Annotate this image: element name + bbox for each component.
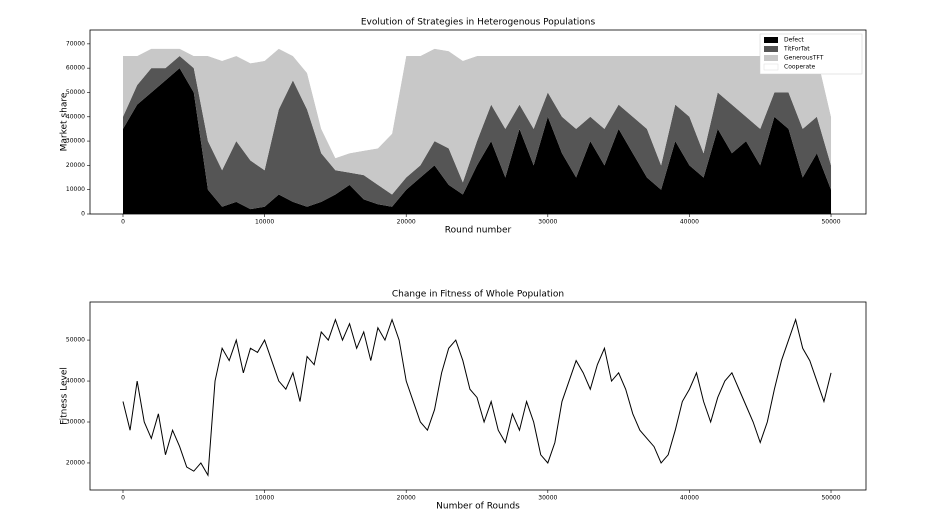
y-tick-label: 30000 xyxy=(66,419,85,426)
y-tick-label: 60000 xyxy=(66,65,85,72)
y-tick-label: 50000 xyxy=(66,337,85,344)
y-axis-label: Market share xyxy=(60,92,70,151)
plot-frame xyxy=(89,29,867,215)
x-tick-label: 20000 xyxy=(397,495,416,502)
x-tick-label: 0 xyxy=(121,495,125,502)
area xyxy=(122,68,832,214)
x-axis-label: Number of Rounds xyxy=(436,502,520,512)
area xyxy=(122,56,832,210)
x-tick-label: 30000 xyxy=(538,495,557,502)
y-tick-label: 0 xyxy=(81,211,85,218)
chart-title: Change in Fitness of Whole Population xyxy=(392,290,564,300)
y-tick-label: 70000 xyxy=(66,40,85,47)
x-tick-label: 40000 xyxy=(680,495,699,502)
area xyxy=(122,48,832,195)
legend-label: TitForTat xyxy=(783,46,810,53)
x-tick-label: 30000 xyxy=(538,219,557,226)
y-axis-label: Fitness Level xyxy=(60,367,70,425)
x-tick-label: 50000 xyxy=(821,219,840,226)
x-axis-label: Round number xyxy=(445,226,512,236)
y-tick-label: 20000 xyxy=(66,162,85,169)
y-tick-label: 50000 xyxy=(66,89,85,96)
x-tick-label: 10000 xyxy=(255,219,274,226)
x-tick-label: 50000 xyxy=(821,495,840,502)
legend-label: Cooperate xyxy=(784,64,816,71)
legend-swatch xyxy=(764,37,778,43)
x-tick-label: 40000 xyxy=(680,219,699,226)
x-tick-label: 10000 xyxy=(255,495,274,502)
y-tick-label: 30000 xyxy=(66,138,85,145)
x-tick-label: 20000 xyxy=(397,219,416,226)
y-tick-label: 10000 xyxy=(66,186,85,193)
x-tick-label: 0 xyxy=(121,219,125,226)
chart-title: Evolution of Strategies in Heterogenous … xyxy=(361,18,596,28)
legend-swatch xyxy=(764,55,778,61)
legend-label: GenerousTFT xyxy=(784,55,824,62)
legend-swatch xyxy=(764,46,778,52)
y-tick-label: 20000 xyxy=(66,459,85,466)
y-tick-label: 40000 xyxy=(66,378,85,385)
plot-frame xyxy=(89,301,867,491)
line xyxy=(122,317,832,477)
y-tick-label: 40000 xyxy=(66,113,85,120)
legend-label: Defect xyxy=(784,37,804,44)
legend-swatch xyxy=(763,63,779,71)
